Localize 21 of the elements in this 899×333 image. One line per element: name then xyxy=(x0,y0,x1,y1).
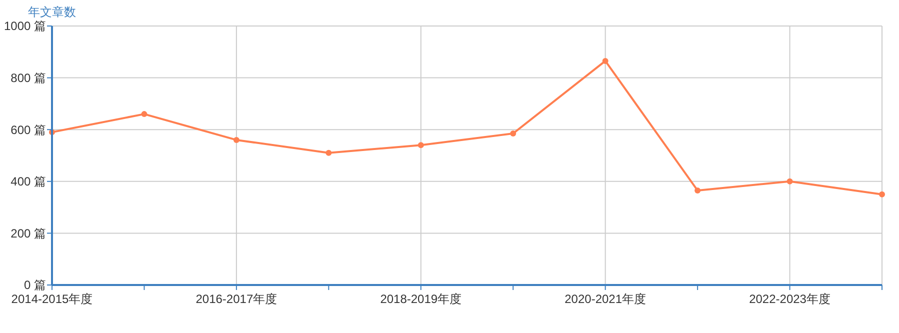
y-tick-label: 200 篇 xyxy=(10,226,46,240)
x-tick-label: 2022-2023年度 xyxy=(749,292,830,306)
y-tick-label: 600 篇 xyxy=(10,122,46,137)
point xyxy=(233,136,240,143)
point xyxy=(879,191,885,198)
point xyxy=(602,58,608,64)
y-tick-label: 400 篇 xyxy=(10,174,46,189)
point xyxy=(418,142,424,148)
point xyxy=(326,150,332,156)
y-axis-title: 年文章数 xyxy=(28,5,76,19)
y-tick-label: 1000 篇 xyxy=(4,19,46,34)
x-tick-label: 2020-2021年度 xyxy=(564,292,646,306)
point xyxy=(694,187,701,194)
y-tick-label: 0 篇 xyxy=(24,278,46,292)
x-tick-label: 2018-2019年度 xyxy=(380,292,462,306)
point xyxy=(786,178,793,184)
y-tick-label: 800 篇 xyxy=(10,71,46,85)
point xyxy=(510,130,516,136)
x-tick-label: 2016-2017年度 xyxy=(196,292,278,306)
x-tick-label: 2014-2015年度 xyxy=(11,292,93,306)
point xyxy=(141,111,148,118)
